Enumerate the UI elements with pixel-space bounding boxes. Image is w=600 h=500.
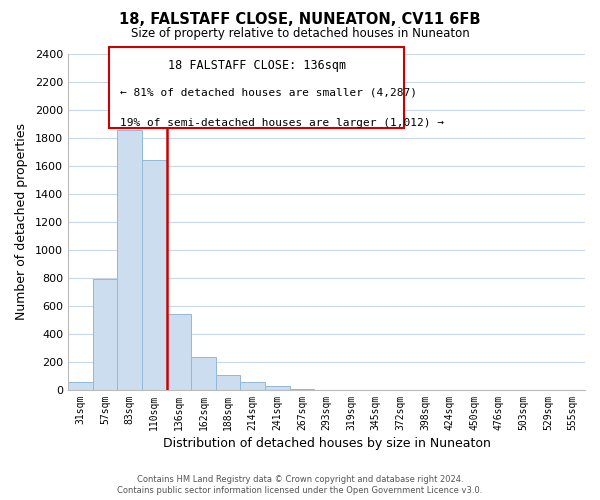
Text: Contains public sector information licensed under the Open Government Licence v3: Contains public sector information licen… (118, 486, 482, 495)
X-axis label: Distribution of detached houses by size in Nuneaton: Distribution of detached houses by size … (163, 437, 490, 450)
Text: 18, FALSTAFF CLOSE, NUNEATON, CV11 6FB: 18, FALSTAFF CLOSE, NUNEATON, CV11 6FB (119, 12, 481, 28)
Bar (68, 382, 92, 390)
Text: ← 81% of detached houses are smaller (4,287): ← 81% of detached houses are smaller (4,… (120, 88, 417, 98)
Bar (191, 357, 216, 390)
Y-axis label: Number of detached properties: Number of detached properties (15, 124, 28, 320)
Bar (92, 278, 117, 390)
FancyBboxPatch shape (109, 48, 404, 128)
Text: Size of property relative to detached houses in Nuneaton: Size of property relative to detached ho… (131, 28, 469, 40)
Bar (241, 382, 265, 390)
Bar (290, 389, 314, 390)
Bar (142, 160, 167, 390)
Bar (167, 314, 191, 390)
Text: 19% of semi-detached houses are larger (1,012) →: 19% of semi-detached houses are larger (… (120, 118, 444, 128)
Bar (265, 386, 290, 390)
Bar (117, 130, 142, 390)
Text: Contains HM Land Registry data © Crown copyright and database right 2024.: Contains HM Land Registry data © Crown c… (137, 475, 463, 484)
Bar (216, 374, 241, 390)
Text: 18 FALSTAFF CLOSE: 136sqm: 18 FALSTAFF CLOSE: 136sqm (167, 59, 346, 72)
